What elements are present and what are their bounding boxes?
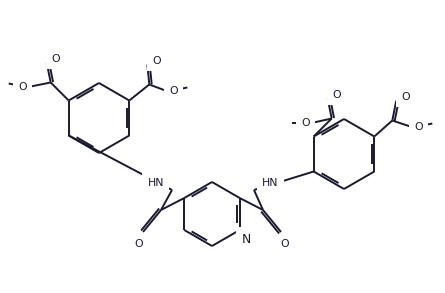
Text: O: O xyxy=(281,239,289,249)
Text: O: O xyxy=(52,54,61,64)
Text: O: O xyxy=(414,122,423,132)
Text: O: O xyxy=(152,55,161,66)
Text: O: O xyxy=(333,89,341,100)
Text: O: O xyxy=(135,239,143,249)
Text: O: O xyxy=(301,117,310,127)
Text: N: N xyxy=(242,233,251,246)
Text: O: O xyxy=(169,86,178,96)
Text: O: O xyxy=(401,91,410,101)
Text: O: O xyxy=(18,81,27,91)
Text: HN: HN xyxy=(147,178,164,188)
Text: HN: HN xyxy=(262,178,279,188)
